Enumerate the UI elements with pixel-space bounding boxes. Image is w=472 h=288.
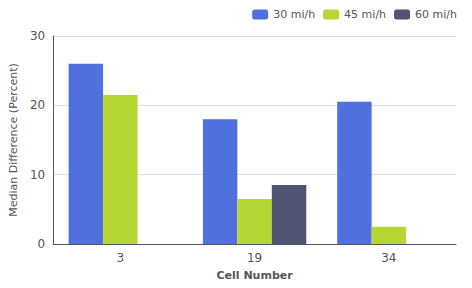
svg-text:45 mi/h: 45 mi/h — [344, 8, 386, 21]
svg-text:0: 0 — [38, 237, 46, 251]
svg-text:10: 10 — [30, 168, 45, 182]
svg-text:3: 3 — [116, 251, 124, 265]
svg-text:Cell Number: Cell Number — [216, 269, 293, 282]
svg-text:Median Difference (Percent): Median Difference (Percent) — [7, 63, 20, 217]
svg-text:30 mi/h: 30 mi/h — [273, 8, 315, 21]
svg-text:34: 34 — [381, 251, 396, 265]
svg-text:20: 20 — [30, 98, 45, 112]
svg-text:30: 30 — [30, 29, 45, 43]
svg-text:19: 19 — [247, 251, 262, 265]
svg-text:60 mi/h: 60 mi/h — [415, 8, 457, 21]
